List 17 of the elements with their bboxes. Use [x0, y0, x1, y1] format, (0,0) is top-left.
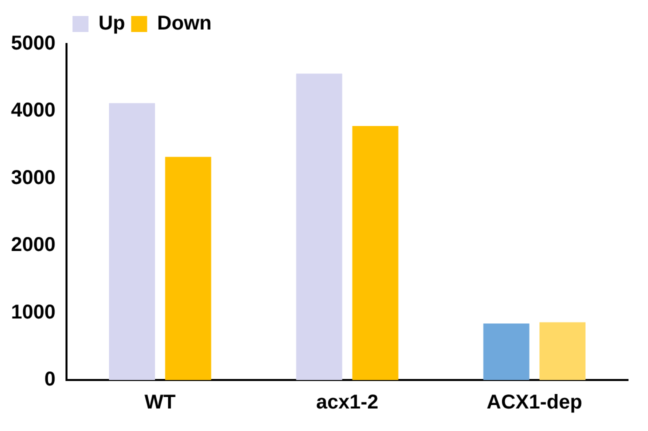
bar	[296, 74, 342, 380]
y-tick-label: 1000	[10, 301, 56, 324]
bar	[165, 156, 212, 380]
y-tick-label: 4000	[10, 100, 56, 122]
x-tick-label: WT	[144, 392, 176, 414]
y-tick-label: 0	[44, 368, 56, 391]
legend-label: Up	[98, 12, 126, 35]
y-tick-label: 2000	[10, 234, 56, 256]
x-tick-label: acx1-2	[316, 392, 378, 414]
bar	[539, 322, 586, 380]
bar	[483, 324, 530, 380]
bar	[352, 126, 398, 380]
legend-label: Down	[157, 12, 212, 35]
y-tick-label: 5000	[10, 32, 56, 55]
y-tick-label: 3000	[10, 166, 56, 189]
x-tick-label: ACX1-dep	[486, 392, 582, 414]
bar	[108, 103, 156, 380]
